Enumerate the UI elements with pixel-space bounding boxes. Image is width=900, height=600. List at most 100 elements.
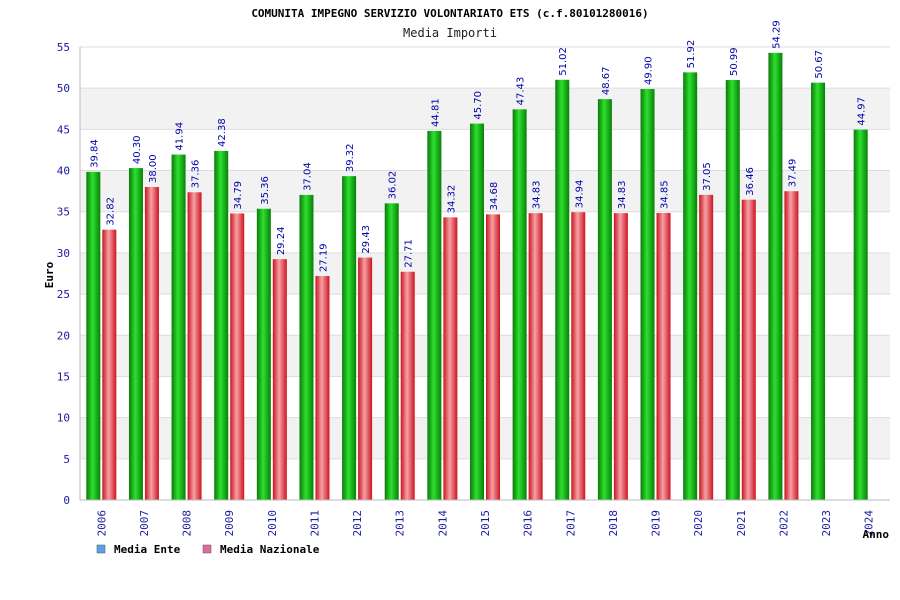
data-label: 37.36 [191,160,202,189]
bar-media-nazionale [741,199,756,500]
data-label: 50.99 [729,47,740,76]
bar-media-ente [470,123,484,501]
data-label: 51.02 [558,47,569,76]
bar-media-ente [427,130,442,501]
y-tick-label: 25 [57,288,70,301]
bar-media-nazionale [528,213,543,501]
x-axis-ticks: 2006 2007 2008 2009 2010 2011 2012 2013 2014 2015… [95,510,875,537]
x-tick-label: 2014 [436,510,449,537]
x-tick-label: 2016 [522,510,535,537]
y-tick-label: 55 [57,41,70,54]
data-label: 37.05 [702,162,713,191]
data-label: 37.04 [302,162,313,191]
data-label: 39.32 [345,144,356,173]
legend: Media Ente Media Nazionale [96,543,320,556]
bar-media-ente [555,79,570,500]
x-tick-label: 2023 [820,510,833,537]
data-label: 41.94 [175,122,186,151]
x-tick-label: 2019 [650,510,663,537]
y-tick-label: 50 [57,82,70,95]
data-label: 40.30 [132,135,143,164]
bar-media-ente [342,176,357,500]
x-tick-label: 2007 [138,510,151,537]
y-tick-label: 20 [57,329,70,342]
bar-media-ente [214,150,229,500]
bar-media-nazionale [230,213,245,500]
bar-media-ente [86,171,101,500]
bar-media-nazionale [358,257,373,500]
data-label: 44.81 [430,98,441,127]
data-label: 49.90 [644,56,655,85]
bar-media-nazionale [400,271,415,500]
data-label: 29.24 [276,227,287,256]
bar-media-ente [640,89,655,500]
bar-media-nazionale [272,259,287,500]
x-tick-label: 2022 [777,510,790,537]
data-label: 36.02 [388,171,399,200]
y-tick-label: 15 [57,370,70,383]
data-label: 42.38 [217,118,228,147]
data-label: 36.46 [745,167,756,196]
x-tick-label: 2015 [479,510,492,537]
bar-media-nazionale [699,194,714,501]
x-tick-label: 2012 [351,510,364,537]
data-label: 51.92 [686,40,697,69]
y-tick-label: 5 [63,453,70,466]
y-tick-label: 0 [63,494,70,507]
y-axis-ticks: 0 5 10 15 20 25 30 35 40 45 50 55 [57,41,70,507]
data-label: 27.71 [404,239,415,268]
bar-media-ente [811,82,826,500]
data-label: 54.29 [771,20,782,49]
legend-label-media-nazionale: Media Nazionale [220,543,320,556]
x-tick-label: 2018 [607,510,620,537]
x-tick-label: 2013 [394,510,407,537]
data-label: 34.32 [446,185,457,214]
x-tick-label: 2021 [735,510,748,537]
data-label: 47.43 [516,77,527,106]
data-label: 35.36 [260,176,271,205]
background-band [80,47,890,89]
bar-media-nazionale [571,212,586,501]
chart-subtitle: Media Importi [403,26,497,40]
x-tick-label: 2011 [308,510,321,537]
data-label: 48.67 [601,66,612,95]
background-band [80,88,890,130]
bar-media-nazionale [187,192,202,500]
x-tick-label: 2006 [95,510,108,537]
data-label: 34.68 [489,182,500,211]
bar-media-ente [725,80,740,500]
bar-media-ente [768,52,783,501]
y-tick-label: 10 [57,412,70,425]
bars [86,52,868,501]
bar-media-ente [171,154,186,501]
legend-swatch-media-ente [96,544,106,554]
y-axis-title: Euro [43,261,56,288]
y-tick-label: 40 [57,165,70,178]
data-label: 34.83 [532,180,543,209]
bar-media-ente [256,208,271,500]
x-axis-title: Anno [863,528,890,541]
bar-media-nazionale [784,191,799,500]
chart-title: COMUNITA IMPEGNO SERVIZIO VOLONTARIATO E… [251,7,648,20]
x-tick-label: 2024 [863,510,876,537]
bar-media-ente [597,99,612,501]
y-tick-label: 35 [57,206,70,219]
bar-media-ente [299,194,314,500]
data-label: 34.85 [660,180,671,209]
bar-media-ente [683,72,698,501]
bar-media-ente [853,129,868,501]
data-label: 44.97 [857,97,868,126]
data-labels: 39.84 32.82 40.30 38.00 41.94 37.36 42.38 34.79… [89,20,867,272]
data-label: 45.70 [473,91,484,120]
legend-label-media-ente: Media Ente [114,543,181,556]
bar-media-nazionale [486,214,500,500]
x-tick-label: 2008 [181,510,194,537]
data-label: 38.00 [148,154,159,183]
data-label: 34.94 [574,180,585,209]
data-label: 34.79 [233,181,244,210]
data-label: 50.67 [814,50,825,79]
bar-media-nazionale [613,213,628,501]
x-tick-label: 2009 [223,510,236,537]
